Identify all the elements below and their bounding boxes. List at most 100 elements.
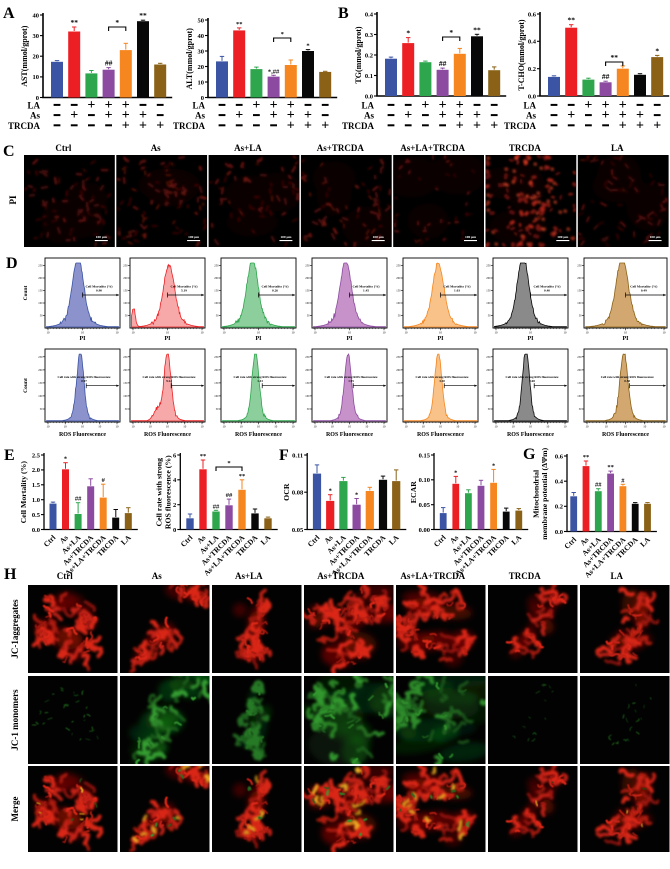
svg-text:200: 200 (396, 277, 401, 280)
svg-text:10: 10 (624, 425, 628, 429)
svg-text:Cell Mortality (%): Cell Mortality (%) (85, 285, 112, 289)
svg-text:+: + (139, 118, 147, 133)
svg-text:*: * (449, 28, 453, 37)
svg-text:50: 50 (216, 408, 219, 411)
svg-text:250: 250 (577, 356, 582, 359)
svg-text:**: ** (610, 53, 618, 62)
svg-text:250: 250 (214, 356, 219, 359)
svg-text:10: 10 (564, 331, 568, 335)
svg-text:50: 50 (198, 17, 205, 24)
svg-text:100 μm: 100 μm (650, 235, 661, 239)
svg-text:150: 150 (396, 382, 401, 385)
svg-text:Merge: Merge (10, 797, 20, 822)
svg-text:50: 50 (579, 408, 582, 411)
svg-text:+: + (490, 118, 498, 133)
svg-text:**: ** (239, 473, 246, 480)
svg-text:0: 0 (173, 527, 176, 534)
svg-text:+: + (439, 98, 447, 113)
svg-text:0.0: 0.0 (32, 527, 40, 534)
svg-text:0.05: 0.05 (292, 527, 304, 534)
svg-text:**: ** (607, 464, 614, 471)
svg-text:+: + (287, 118, 295, 133)
svg-text:ROS Fluorescence: ROS Fluorescence (59, 432, 106, 438)
svg-text:*: * (355, 492, 358, 499)
svg-text:150: 150 (396, 290, 401, 293)
svg-text:##: ## (602, 72, 610, 81)
svg-text:50: 50 (398, 315, 401, 318)
svg-text:10: 10 (81, 331, 85, 335)
svg-text:10: 10 (365, 425, 369, 429)
svg-text:ROS Fluorescence: ROS Fluorescence (326, 432, 373, 438)
svg-text:Cell Mortality (%): Cell Mortality (%) (19, 461, 28, 524)
svg-text:150: 150 (214, 290, 219, 293)
svg-text:PI: PI (438, 336, 445, 342)
svg-text:+: + (636, 108, 644, 123)
svg-text:10: 10 (166, 425, 170, 429)
svg-text:100: 100 (214, 302, 219, 305)
svg-text:TRCDA: TRCDA (342, 121, 375, 131)
svg-text:200: 200 (38, 369, 43, 372)
svg-text:Cell Mortality (%): Cell Mortality (%) (170, 285, 197, 289)
svg-text:ROS Fluorescence: ROS Fluorescence (507, 432, 554, 438)
svg-text:+: + (584, 98, 592, 113)
svg-text:**: ** (200, 453, 207, 460)
svg-text:200: 200 (305, 277, 310, 280)
svg-text:10: 10 (564, 425, 568, 429)
svg-text:*: * (306, 43, 309, 50)
svg-text:10: 10 (495, 425, 499, 429)
svg-text:100: 100 (38, 302, 43, 305)
svg-text:100: 100 (396, 302, 401, 305)
svg-text:+: + (473, 118, 481, 133)
svg-text:ECAR: ECAR (409, 481, 418, 503)
svg-text:**: ** (236, 21, 243, 28)
svg-text:G: G (523, 446, 536, 463)
svg-text:10: 10 (474, 425, 478, 429)
svg-text:40: 40 (33, 12, 40, 19)
svg-text:+: + (122, 98, 130, 113)
svg-text:1.0: 1.0 (32, 497, 40, 504)
svg-text:+: + (70, 108, 78, 123)
svg-text:0.5: 0.5 (32, 512, 41, 519)
svg-text:ROS fluorescence (%): ROS fluorescence (%) (163, 455, 172, 529)
svg-text:PI: PI (256, 336, 263, 342)
svg-text:#: # (621, 477, 625, 484)
svg-text:+: + (602, 98, 610, 113)
svg-text:0.6: 0.6 (555, 453, 564, 460)
svg-text:0.26: 0.26 (272, 289, 278, 293)
svg-text:10: 10 (383, 331, 387, 335)
svg-text:TRCDA: TRCDA (509, 143, 542, 153)
svg-text:100: 100 (396, 395, 401, 398)
svg-text:Cell rate with strong ROS fluo: Cell rate with strong ROS fluorescence (58, 375, 111, 379)
svg-text:10: 10 (586, 331, 590, 335)
svg-text:+: + (602, 108, 610, 123)
svg-text:10: 10 (663, 331, 667, 335)
svg-text:+: + (87, 98, 95, 113)
svg-text:LA: LA (611, 571, 624, 581)
svg-text:PI: PI (623, 336, 630, 342)
svg-text:50: 50 (398, 408, 401, 411)
svg-text:3.20: 3.20 (439, 379, 445, 383)
svg-text:0.00: 0.00 (419, 527, 430, 534)
svg-text:200: 200 (486, 369, 491, 372)
svg-text:200: 200 (577, 277, 582, 280)
svg-text:200: 200 (123, 277, 128, 280)
svg-text:50: 50 (40, 408, 43, 411)
svg-text:100 μm: 100 μm (465, 235, 476, 239)
svg-text:0.4: 0.4 (555, 478, 564, 485)
svg-text:0.05: 0.05 (419, 502, 431, 509)
svg-text:10: 10 (292, 425, 296, 429)
svg-text:10: 10 (512, 425, 516, 429)
svg-text:PI: PI (347, 336, 354, 342)
svg-text:200: 200 (577, 369, 582, 372)
svg-text:10: 10 (643, 425, 647, 429)
svg-text:*: * (406, 29, 410, 38)
svg-text:10: 10 (405, 331, 409, 335)
svg-text:9.22: 9.22 (166, 379, 172, 383)
svg-text:250: 250 (305, 265, 310, 268)
svg-text:10: 10 (495, 331, 499, 335)
svg-text:Cell Mortality (%): Cell Mortality (%) (630, 285, 657, 289)
svg-text:0.08: 0.08 (292, 490, 304, 497)
svg-text:+: + (270, 98, 278, 113)
svg-text:0.40: 0.40 (544, 289, 550, 293)
svg-text:30: 30 (198, 48, 205, 55)
